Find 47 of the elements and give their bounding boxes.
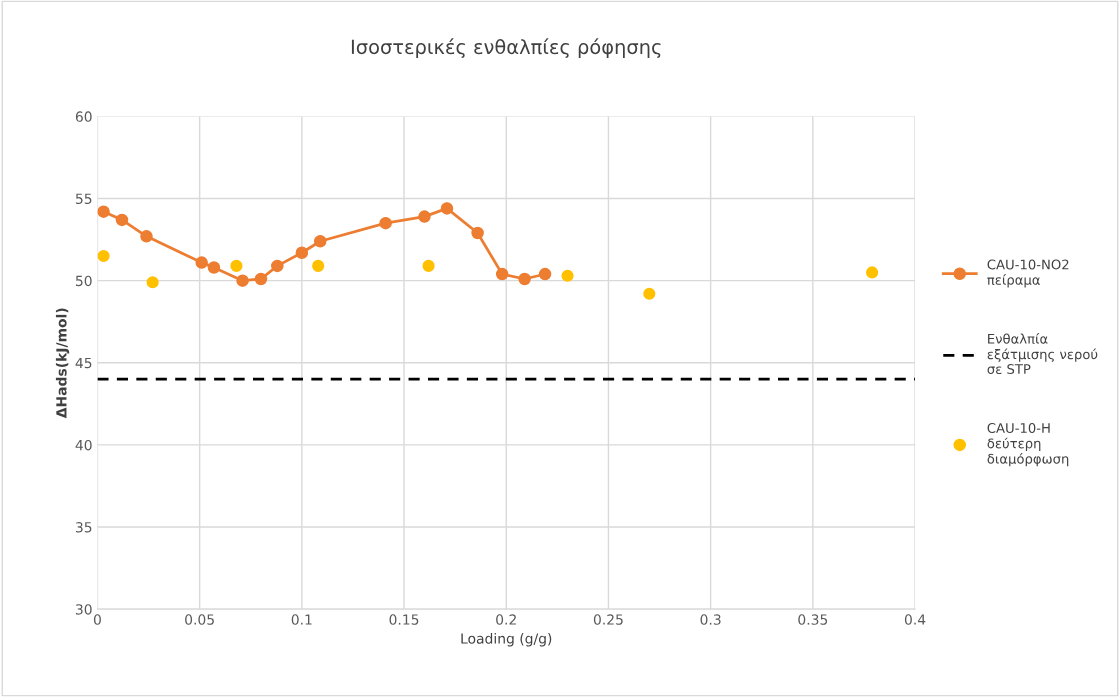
point	[379, 216, 392, 230]
point	[146, 276, 159, 289]
y-tick-label: 50	[75, 275, 92, 287]
point	[254, 272, 268, 286]
point	[295, 246, 309, 259]
y-tick-label: 55	[75, 193, 92, 204]
chart-title: Ισοστερικές ενθαλπίες ρόφησης	[351, 38, 661, 58]
point	[471, 226, 484, 240]
point	[643, 287, 656, 300]
point	[418, 210, 431, 223]
point	[866, 266, 879, 279]
y-tick-label: 60	[75, 111, 92, 122]
point	[115, 213, 129, 227]
point	[422, 259, 435, 272]
y-tick-label: 40	[75, 439, 92, 451]
x-axis-title: Loading (g/g)	[461, 633, 552, 647]
x-tick-label: 0.35	[798, 614, 828, 625]
point	[271, 259, 284, 273]
point	[97, 205, 110, 218]
x-tick-label: 0.1	[291, 614, 312, 625]
point	[313, 234, 327, 248]
point	[440, 202, 454, 215]
point	[140, 230, 153, 243]
x-tick-label: 0.4	[904, 614, 926, 625]
x-tick-label: 0	[93, 614, 101, 625]
point	[538, 267, 552, 281]
point	[561, 269, 574, 282]
x-tick-label: 0.2	[496, 614, 516, 625]
point	[97, 249, 110, 263]
x-tick-label: 0.25	[593, 614, 623, 625]
y-axis-title: ΔHads(kJ/mol)	[55, 308, 70, 419]
point	[312, 259, 325, 272]
point	[518, 272, 531, 286]
legend-label: CAU-10-NO2 πείραμα	[987, 259, 1069, 288]
point	[195, 256, 208, 269]
point	[207, 261, 221, 274]
y-tick-label: 45	[75, 357, 92, 369]
y-tick-label: 30	[75, 604, 92, 615]
legend-label: Ενθαλπία εξάτμισης νερού σε STP	[987, 333, 1098, 375]
point	[236, 274, 249, 287]
x-tick-label: 0.05	[185, 614, 214, 625]
x-tick-label: 0.3	[700, 614, 721, 625]
legend-label: CAU-10-H δεύτερη διαμόρφωση	[987, 422, 1069, 467]
x-tick-label: 0.15	[389, 614, 419, 625]
y-tick-label: 35	[75, 522, 92, 533]
point	[495, 267, 509, 281]
point	[230, 259, 243, 272]
